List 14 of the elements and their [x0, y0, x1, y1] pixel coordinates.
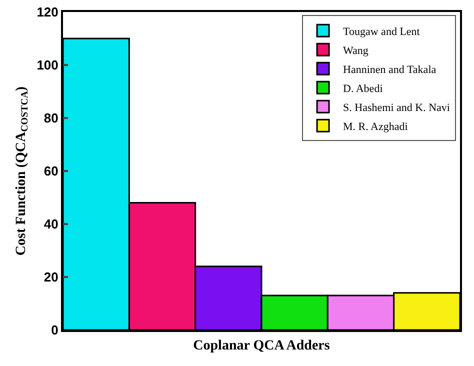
legend-label: D. Abedi [343, 82, 383, 95]
legend-label: S. Hashemi and K. Navi [343, 102, 450, 114]
y-tick-label: 40 [44, 216, 58, 232]
legend-label: Tougaw and Lent [343, 26, 420, 38]
y-tick-label: 80 [44, 110, 58, 126]
y-tick-label: 120 [36, 4, 58, 20]
legend-label: Hanninen and Takala [343, 64, 436, 76]
y-tick-label: 20 [44, 270, 58, 285]
legend-label: Wang [343, 44, 369, 57]
y-tick-label: 0 [51, 322, 58, 338]
y-tick-label: 60 [44, 164, 58, 179]
legend-label: M. R. Azghadi [343, 120, 408, 133]
x-axis-title: Coplanar QCA Adders [193, 338, 330, 354]
y-tick-label: 100 [36, 58, 58, 73]
